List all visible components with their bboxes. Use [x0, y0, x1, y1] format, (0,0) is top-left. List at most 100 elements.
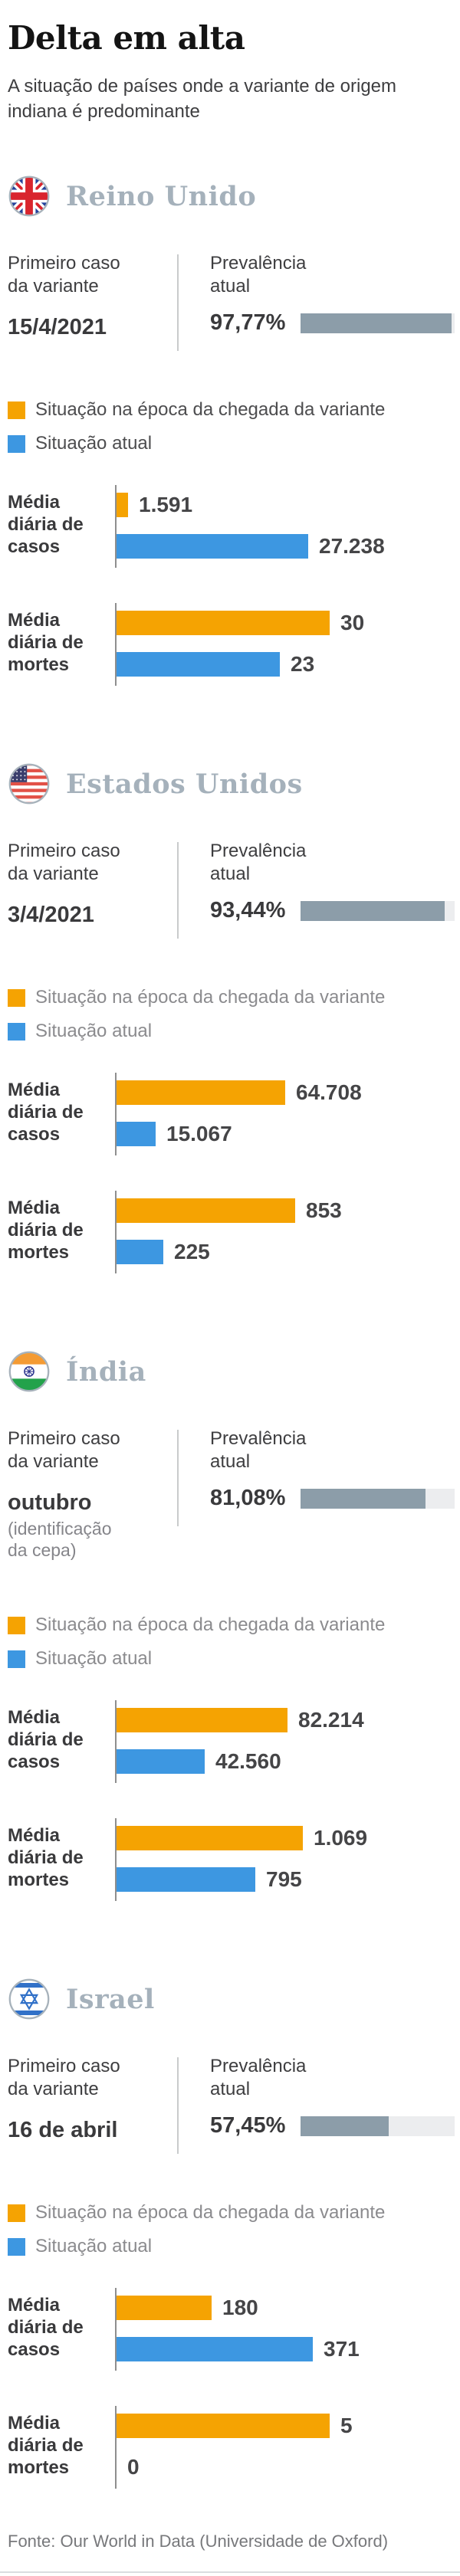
legend-item-arrival: Situação na época da chegada da variante [8, 2202, 452, 2224]
chart-area: 82.214 42.560 [115, 1700, 452, 1784]
chart-label-line3: casos [8, 1124, 61, 1145]
legend-item-current: Situação atual [8, 1648, 452, 1670]
arrival-bar [117, 1198, 295, 1224]
chart-label-line1: Média [8, 1825, 61, 1847]
arrival-bar [117, 1080, 285, 1106]
current-bar-value: 225 [174, 1240, 210, 1264]
chart-label-line1: Média [8, 1707, 61, 1729]
chart-label-line3: casos [8, 536, 61, 558]
first-case-value: 15/4/2021 [8, 315, 107, 340]
vertical-divider [177, 1430, 179, 1527]
prevalence-bar-fill [301, 2116, 389, 2136]
country-header: Estados Unidos [8, 762, 452, 805]
bar-row-arrival: 30 [117, 611, 452, 636]
deaths-chart: Média diária de mortes 30 23 [8, 603, 452, 687]
arrival-bar-value: 1.591 [139, 493, 193, 517]
prevalence-bar-fill [301, 1488, 426, 1509]
legend-item-current: Situação atual [8, 433, 452, 454]
bar-row-arrival: 1.591 [117, 493, 452, 518]
chart-area: 1.591 27.238 [115, 485, 452, 569]
arrival-bar-value: 64.708 [296, 1080, 362, 1105]
arrival-bar-value: 180 [222, 2296, 258, 2320]
prevalence-label-line2: atual [210, 276, 251, 297]
prevalence-bar-fill [301, 900, 445, 921]
first-case-block: Primeiro caso da variante 3/4/2021 [8, 840, 170, 928]
prevalence-value-row: 97,77% [210, 310, 455, 336]
country-header: Israel [8, 1978, 452, 2020]
arrival-swatch-icon [8, 401, 25, 419]
prevalence-value-row: 93,44% [210, 898, 455, 923]
current-bar [117, 534, 308, 559]
legend: Situação na época da chegada da variante… [8, 399, 452, 454]
india-flag-icon [8, 1351, 50, 1392]
current-bar-value: 15.067 [166, 1122, 232, 1146]
legend-current-label: Situação atual [35, 433, 153, 454]
prevalence-label: Prevalência atual [210, 2055, 452, 2101]
arrival-bar-value: 853 [306, 1198, 342, 1223]
cases-chart: Média diária de casos 180 371 [8, 2288, 452, 2371]
legend-arrival-label: Situação na época da chegada da variante [35, 987, 386, 1008]
chart-label: Média diária de casos [8, 485, 115, 568]
arrival-swatch-icon [8, 988, 25, 1007]
chart-label: Média diária de casos [8, 1073, 115, 1155]
legend-arrival-label: Situação na época da chegada da variante [35, 2202, 386, 2224]
prevalence-label: Prevalência atual [210, 840, 452, 886]
chart-label: Média diária de mortes [8, 2406, 115, 2489]
legend-current-label: Situação atual [35, 1021, 153, 1042]
chart-label-line2: diária de [8, 1847, 84, 1869]
legend: Situação na época da chegada da variante… [8, 1614, 452, 1670]
first-case-label-line1: Primeiro caso [8, 1428, 120, 1450]
legend-item-current: Situação atual [8, 1021, 452, 1042]
bar-row-arrival: 1.069 [117, 1826, 452, 1851]
first-case-label: Primeiro caso da variante [8, 840, 170, 886]
arrival-swatch-icon [8, 2204, 25, 2222]
bar-row-current: 371 [117, 2337, 452, 2362]
first-case-label-line2: da variante [8, 864, 99, 885]
prevalence-value-row: 81,08% [210, 1486, 455, 1511]
arrival-bar [117, 1708, 288, 1733]
chart-label-line1: Média [8, 1198, 61, 1219]
first-case-label: Primeiro caso da variante [8, 2055, 170, 2101]
legend-item-current: Situação atual [8, 2236, 452, 2257]
chart-area: 30 23 [115, 603, 452, 687]
chart-label-line3: mortes [8, 654, 70, 676]
current-swatch-icon [8, 1650, 25, 1668]
country-section-india: Índia Primeiro caso da variante outubro … [8, 1350, 455, 1902]
first-case-label-line1: Primeiro caso [8, 841, 120, 862]
legend-current-label: Situação atual [35, 2236, 153, 2257]
prevalence-label-line2: atual [210, 864, 251, 885]
bar-row-arrival: 853 [117, 1198, 452, 1224]
prevalence-block: Prevalência atual 97,77% [210, 252, 455, 336]
chart-area: 64.708 15.067 [115, 1073, 452, 1156]
cases-chart: Média diária de casos 64.708 15.067 [8, 1073, 452, 1156]
prevalence-value-row: 57,45% [210, 2113, 455, 2138]
arrival-bar-value: 1.069 [314, 1826, 368, 1850]
arrival-swatch-icon [8, 1616, 25, 1634]
first-case-label-line2: da variante [8, 1451, 99, 1473]
current-bar [117, 1749, 205, 1775]
cases-chart: Média diária de casos 1.591 27.238 [8, 485, 452, 569]
first-case-label: Primeiro caso da variante [8, 1427, 170, 1473]
deaths-chart: Média diária de mortes 5 0 [8, 2406, 452, 2489]
legend-arrival-label: Situação na época da chegada da variante [35, 1614, 386, 1636]
country-section-israel: Israel Primeiro caso da variante 16 de a… [8, 1978, 455, 2489]
vertical-divider [177, 2057, 179, 2155]
country-info: Primeiro caso da variante outubro (ident… [8, 1427, 455, 1565]
arrival-bar [117, 493, 128, 518]
first-case-value: 3/4/2021 [8, 903, 94, 928]
legend-arrival-label: Situação na época da chegada da variante [35, 399, 386, 421]
first-case-label-line2: da variante [8, 2079, 99, 2100]
first-case-label-line1: Primeiro caso [8, 2056, 120, 2077]
bar-row-current: 225 [117, 1240, 452, 1265]
prevalence-block: Prevalência atual 57,45% [210, 2055, 455, 2138]
chart-label: Média diária de mortes [8, 1818, 115, 1901]
country-header: Reino Unido [8, 175, 452, 218]
legend-current-label: Situação atual [35, 1648, 153, 1670]
vertical-divider [177, 842, 179, 939]
arrival-bar [117, 1826, 303, 1851]
first-case-block: Primeiro caso da variante outubro (ident… [8, 1427, 170, 1561]
chart-area: 853 225 [115, 1191, 452, 1274]
first-case-note: (identificação da cepa) [8, 1518, 170, 1561]
current-bar-value: 27.238 [319, 534, 385, 559]
infographic: Delta em alta A situação de países onde … [0, 19, 460, 2551]
